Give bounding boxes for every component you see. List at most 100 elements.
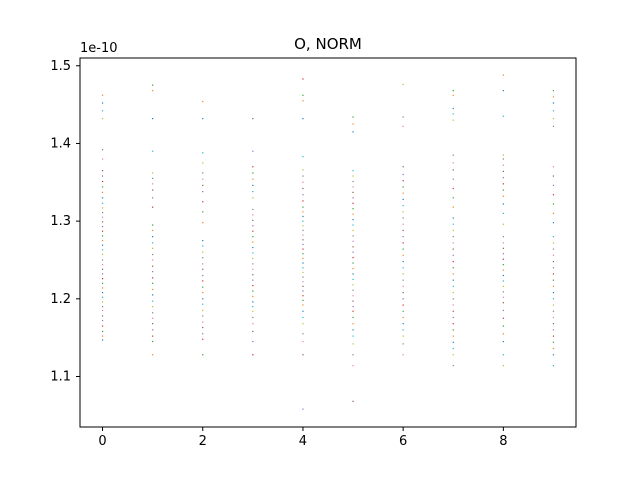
data-point: [302, 310, 304, 312]
data-point: [352, 323, 354, 325]
data-point: [101, 325, 104, 327]
data-point: [152, 300, 154, 302]
data-point: [352, 400, 354, 402]
data-point: [552, 203, 555, 205]
data-point: [252, 219, 254, 221]
data-point: [352, 316, 354, 319]
data-point: [302, 290, 304, 292]
data-point: [502, 164, 504, 166]
data-point: [452, 154, 454, 156]
data-point: [352, 202, 354, 204]
data-point: [101, 268, 104, 270]
data-point: [101, 216, 104, 218]
data-point: [101, 296, 104, 298]
data-point: [101, 180, 104, 183]
data-point: [352, 305, 354, 308]
data-point: [202, 354, 204, 356]
data-point: [152, 312, 154, 314]
data-point: [452, 273, 454, 275]
data-point: [101, 282, 104, 284]
data-point: [402, 211, 404, 213]
data-point: [552, 341, 555, 343]
data-point: [252, 236, 254, 238]
data-point: [552, 347, 555, 350]
data-point: [302, 211, 304, 213]
data-point: [202, 326, 204, 329]
data-point: [552, 304, 555, 306]
data-point: [352, 191, 354, 193]
data-point: [101, 244, 104, 246]
data-point: [352, 278, 354, 280]
data-point: [152, 329, 154, 331]
data-point: [101, 191, 104, 193]
data-point: [502, 365, 504, 367]
x-tick-label: 6: [399, 434, 407, 449]
data-point: [502, 296, 504, 298]
data-point: [402, 125, 404, 127]
data-point: [302, 285, 304, 287]
data-point: [152, 259, 154, 261]
data-point: [101, 315, 104, 317]
data-point: [101, 94, 104, 96]
data-point: [402, 304, 404, 306]
data-point: [302, 220, 304, 222]
data-point: [152, 236, 154, 238]
data-point: [452, 292, 454, 294]
y-tick-label: 1.1: [50, 370, 71, 385]
data-point: [152, 323, 154, 325]
data-points: [101, 74, 555, 410]
data-point: [302, 175, 304, 177]
data-point: [101, 102, 104, 104]
data-point: [452, 329, 454, 331]
data-point: [352, 295, 354, 297]
data-point: [101, 330, 104, 333]
data-point: [502, 90, 504, 92]
data-point: [302, 267, 304, 269]
data-point: [402, 267, 404, 269]
data-point: [552, 194, 555, 196]
data-point: [152, 294, 154, 296]
data-point: [452, 119, 454, 121]
data-point: [202, 286, 204, 288]
data-point: [101, 110, 104, 112]
x-tick-label: 2: [199, 434, 207, 449]
data-point: [252, 274, 254, 276]
data-point: [101, 170, 104, 172]
data-point: [152, 288, 154, 291]
data-point: [352, 180, 354, 183]
data-point: [202, 292, 204, 294]
data-point: [152, 317, 154, 319]
data-point: [302, 262, 304, 264]
data-point: [252, 290, 254, 292]
data-point: [101, 259, 104, 261]
data-point: [152, 242, 154, 244]
data-point: [252, 117, 254, 120]
data-point: [252, 305, 254, 308]
data-point: [402, 260, 404, 263]
data-point: [302, 340, 304, 343]
data-point: [352, 251, 354, 253]
data-point: [502, 317, 504, 319]
data-point: [101, 175, 104, 177]
data-point: [552, 329, 555, 331]
data-point: [202, 172, 204, 174]
data-point: [502, 203, 504, 205]
data-point: [252, 330, 254, 333]
data-point: [152, 305, 154, 308]
data-point: [552, 184, 555, 187]
data-point: [502, 183, 504, 185]
data-point: [101, 230, 104, 232]
data-point: [302, 408, 304, 410]
data-point: [101, 207, 104, 209]
data-point: [452, 223, 454, 225]
data-point: [402, 236, 404, 238]
data-point: [452, 242, 454, 244]
data-point: [152, 172, 154, 174]
data-point: [101, 335, 104, 337]
data-point: [352, 208, 354, 210]
data-point: [402, 116, 404, 118]
data-point: [101, 202, 104, 204]
data-point: [302, 316, 304, 319]
data-point: [502, 177, 504, 179]
data-point: [552, 110, 555, 112]
